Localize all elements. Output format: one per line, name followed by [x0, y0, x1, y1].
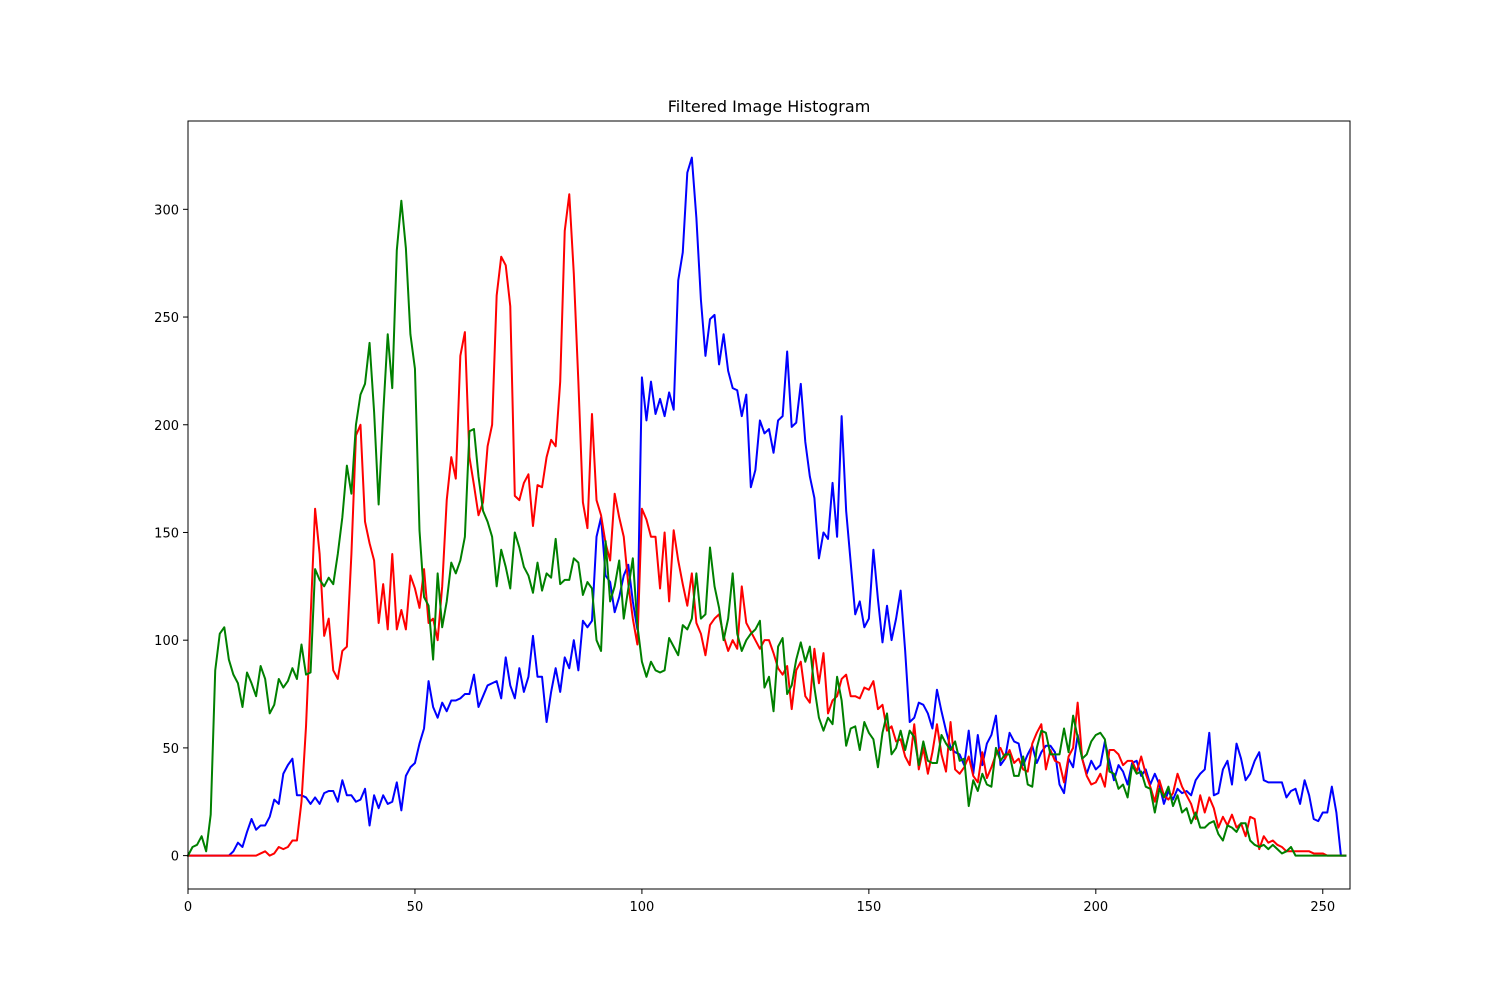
y-tick-label: 50 — [162, 742, 179, 757]
x-tick-label: 250 — [1310, 900, 1335, 915]
plot-area — [186, 120, 1351, 890]
y-tick-label: 150 — [154, 526, 179, 541]
y-tick-label: 250 — [154, 311, 179, 326]
series-layer — [186, 156, 1347, 857]
y-axis: 0 50 100 150 200 250 300 — [154, 203, 188, 865]
x-tick-label: 50 — [407, 900, 424, 915]
x-tick-label: 0 — [184, 900, 192, 915]
series-line-2 — [186, 199, 1347, 857]
axes-frame — [187, 120, 1351, 890]
y-tick-label: 0 — [171, 850, 179, 865]
x-tick-label: 100 — [629, 900, 654, 915]
x-axis: 0 50 100 150 200 250 — [184, 889, 1335, 915]
chart-title: Filtered Image Histogram — [668, 97, 871, 116]
y-tick-label: 300 — [154, 203, 179, 218]
x-tick-label: 200 — [1083, 900, 1108, 915]
x-tick-label: 150 — [856, 900, 881, 915]
axes-background — [188, 121, 1350, 889]
y-tick-label: 100 — [154, 634, 179, 649]
y-tick-label: 200 — [154, 419, 179, 434]
